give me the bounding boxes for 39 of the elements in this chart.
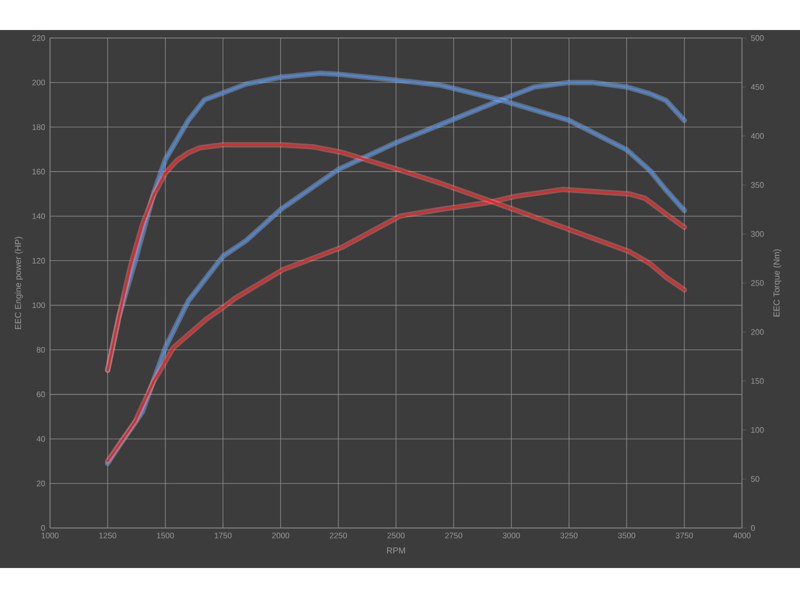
y-tick-label: 140 [32,213,45,220]
y2-tick-label: 0 [751,525,755,531]
x-tick-label: 2000 [272,532,290,538]
x-tick-label: 2750 [445,532,462,538]
y2-tick-label: 450 [750,84,764,90]
y-tick-label: 120 [32,258,45,264]
y2-tick-label: 350 [751,182,764,188]
y2-tick-label: 500 [751,35,764,41]
y2-tick-label: 50 [751,476,760,482]
y2-tick-label: 150 [751,378,764,384]
y-tick-label: 80 [36,346,45,353]
x-tick-label: 1750 [214,532,232,538]
x-tick-label: 3250 [560,532,578,538]
y-tick-label: 180 [32,124,45,130]
y2-tick-label: 300 [751,231,764,237]
y2-axis-title: EEC Torque (Nm) [773,249,782,316]
x-tick-label: 3000 [502,532,520,538]
x-tick-label: 1500 [157,532,174,538]
x-tick-label: 3500 [618,532,636,538]
y2-tick-label: 200 [751,329,764,335]
y-tick-label: 60 [36,392,45,398]
x-tick-label: 1000 [42,532,59,538]
y-tick-label: 20 [36,480,45,486]
x-tick-label: 3750 [676,532,693,538]
x-tick-label: 2500 [388,532,405,538]
y2-tick-label: 100 [751,427,764,433]
x-tick-label: 2250 [330,532,347,538]
y-tick-label: 40 [36,436,45,442]
y-axis-title: EEC Engine power (HP) [14,236,23,330]
y-tick-label: 160 [32,168,45,174]
x-tick-label: 4000 [733,532,751,538]
y2-tick-label: 400 [750,133,764,139]
x-tick-label: 1250 [99,532,116,538]
y-tick-label: 220 [32,35,45,41]
y-tick-label: 100 [32,302,45,308]
y-tick-label: 0 [41,525,45,531]
x-axis-title: RPM [387,548,405,554]
y-tick-label: 200 [32,80,45,86]
y2-tick-label: 250 [751,280,764,286]
